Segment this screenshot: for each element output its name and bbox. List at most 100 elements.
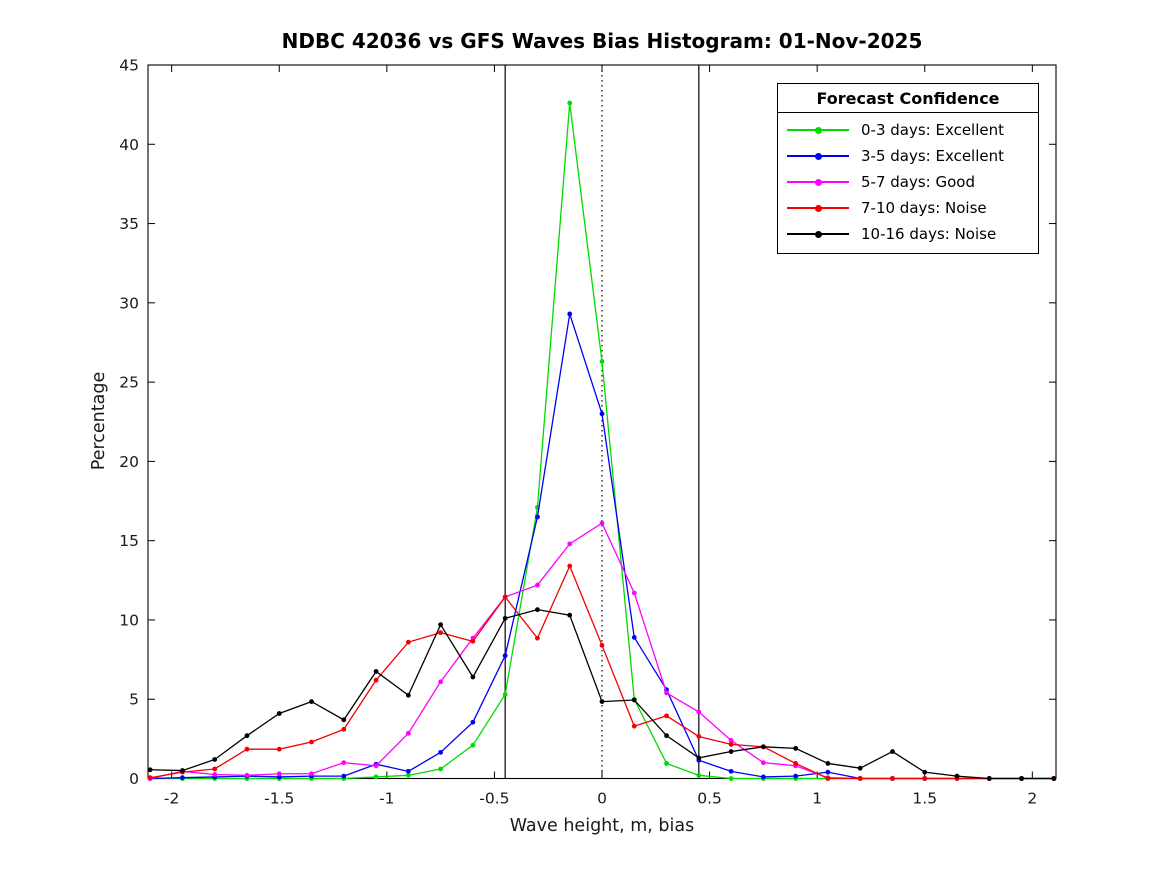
data-point	[664, 713, 669, 719]
legend-item-label: 5-7 days: Good	[861, 173, 975, 191]
data-point	[147, 767, 153, 773]
data-point	[341, 717, 347, 723]
data-point	[470, 674, 476, 680]
data-point	[405, 768, 411, 774]
legend-item-5-7-days-good: 5-7 days: Good	[778, 169, 1038, 195]
data-point	[535, 514, 540, 520]
data-point	[631, 634, 637, 640]
y-tick-label: 15	[119, 532, 139, 550]
data-point	[1051, 776, 1057, 781]
data-point	[728, 749, 734, 754]
data-point	[664, 761, 669, 766]
legend-line-marker-icon	[787, 195, 849, 221]
data-point	[438, 630, 444, 636]
data-point	[890, 776, 895, 781]
data-point	[309, 771, 314, 777]
y-tick-label: 30	[119, 294, 139, 312]
y-tick-label: 5	[129, 691, 139, 709]
data-point	[502, 615, 508, 621]
legend-item-0-3-days-excellent: 0-3 days: Excellent	[778, 117, 1038, 143]
data-point	[631, 590, 637, 596]
legend-item-label: 3-5 days: Excellent	[861, 147, 1005, 165]
data-point	[760, 760, 766, 766]
data-point	[728, 768, 734, 774]
x-tick-label: -0.5	[479, 790, 509, 808]
x-tick-label: 0	[597, 790, 607, 808]
y-tick-label: 45	[119, 57, 139, 75]
data-point	[373, 763, 379, 769]
x-axis-ticks: -2 -1.5 -1 -0.5 0 0.5 1 1.5 2	[164, 65, 1037, 808]
data-point	[567, 100, 573, 106]
data-point	[244, 746, 250, 752]
y-tick-label: 40	[119, 136, 139, 154]
data-point	[696, 755, 702, 761]
data-point	[309, 699, 314, 705]
legend-item-label: 0-3 days: Excellent	[861, 121, 1005, 139]
legend-item-label: 7-10 days: Noise	[861, 199, 987, 217]
x-tick-label: 2	[1027, 790, 1037, 808]
y-axis-label: Percentage	[89, 371, 109, 471]
data-point	[341, 773, 347, 779]
data-point	[922, 776, 928, 781]
data-point	[276, 771, 282, 777]
data-point	[793, 745, 799, 751]
data-point	[1019, 776, 1024, 781]
data-point	[664, 733, 669, 739]
legend-line-marker-icon	[787, 169, 849, 195]
x-tick-label: 0.5	[697, 790, 722, 808]
data-point	[309, 739, 314, 745]
data-point	[825, 761, 831, 766]
data-point	[405, 772, 411, 778]
data-point	[986, 776, 992, 781]
x-tick-label: 1	[812, 790, 822, 808]
x-tick-label: -1.5	[264, 790, 294, 808]
data-point	[405, 730, 411, 736]
data-point	[567, 612, 573, 618]
data-point	[728, 742, 734, 747]
y-tick-label: 25	[119, 374, 139, 392]
legend-item-3-5-days-excellent: 3-5 days: Excellent	[778, 143, 1038, 169]
data-point	[180, 768, 185, 773]
data-point	[373, 677, 379, 683]
x-tick-label: -2	[164, 790, 179, 808]
y-tick-label: 10	[119, 611, 139, 629]
data-point	[760, 774, 766, 780]
x-tick-label: 1.5	[912, 790, 937, 808]
data-point	[373, 774, 379, 780]
data-point	[567, 311, 573, 317]
data-point	[535, 607, 540, 613]
data-point	[212, 757, 218, 762]
data-point	[535, 635, 540, 641]
series-line-7-10-days-noise	[150, 564, 1054, 780]
data-point	[405, 639, 411, 645]
data-point	[535, 582, 540, 588]
data-point	[567, 563, 573, 569]
data-point	[405, 692, 411, 698]
data-point	[664, 690, 669, 696]
data-point	[631, 723, 637, 729]
data-point	[470, 742, 476, 748]
x-tick-label: -1	[379, 790, 394, 808]
data-point	[857, 765, 863, 771]
data-point	[567, 541, 573, 547]
data-point	[276, 746, 282, 752]
data-point	[696, 734, 702, 739]
data-point	[793, 761, 799, 766]
y-tick-label: 35	[119, 215, 139, 233]
data-point	[147, 775, 153, 781]
y-axis-ticks: 0 5 10 15 20 25 30 35 40 45	[119, 57, 1056, 788]
data-point	[599, 699, 605, 705]
legend-title: Forecast Confidence	[778, 84, 1038, 113]
data-point	[502, 653, 508, 659]
legend-item-10-16-days-noise: 10-16 days: Noise	[778, 221, 1038, 247]
reference-lines	[504, 65, 700, 779]
data-point	[922, 769, 928, 775]
legend-line-marker-icon	[787, 143, 849, 169]
data-point	[438, 622, 444, 628]
data-point	[696, 772, 702, 778]
data-point	[438, 679, 444, 685]
data-point	[212, 766, 218, 772]
data-point	[760, 744, 766, 750]
